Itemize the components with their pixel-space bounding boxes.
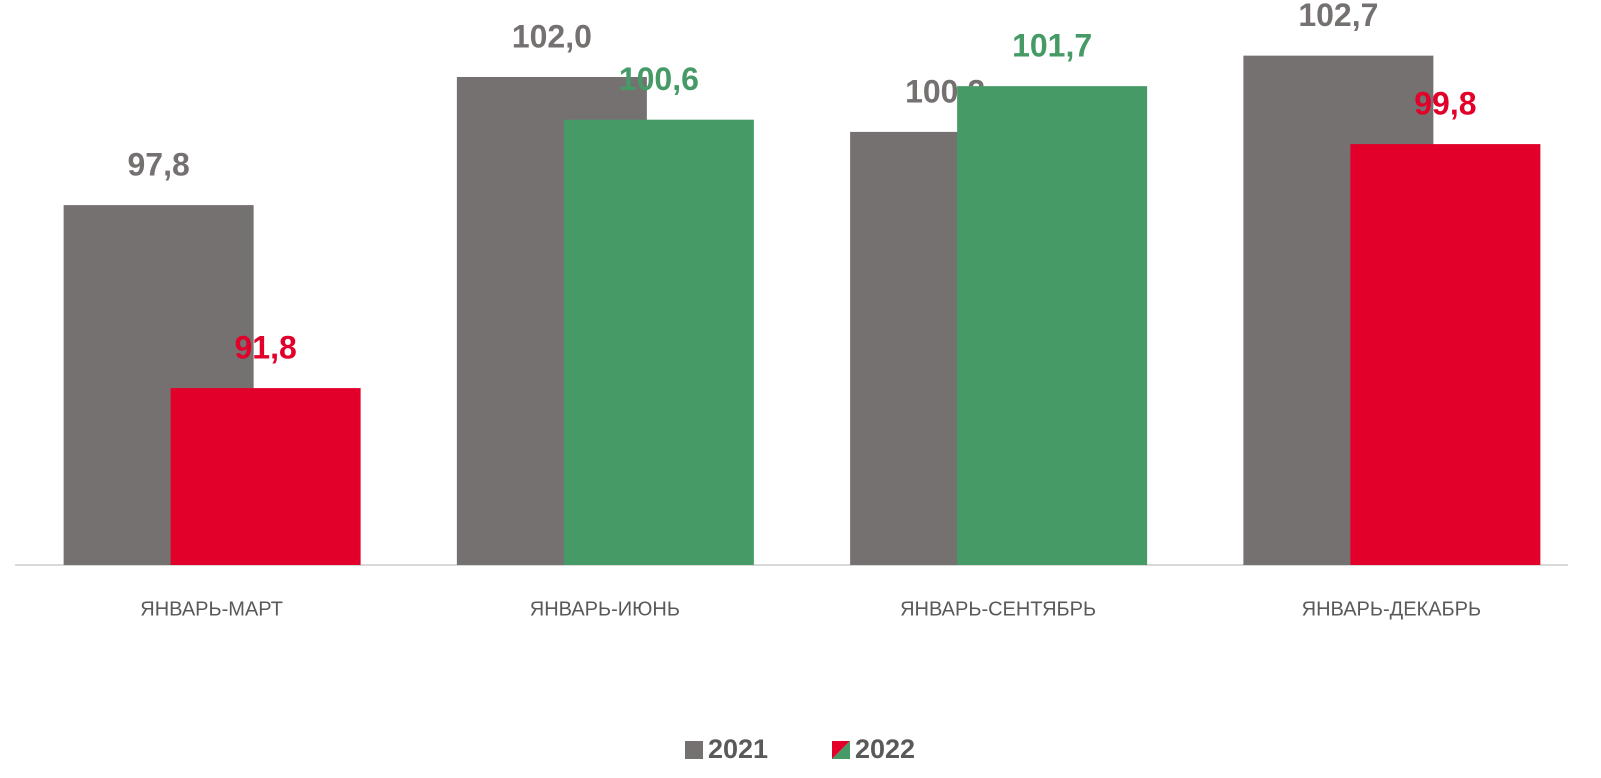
data-label: 99,8 [1414,86,1476,122]
x-tick-label: ЯНВАРЬ-ИЮНЬ [530,598,680,620]
bar [563,119,754,565]
x-tick-label: ЯНВАРЬ-СЕНТЯБРЬ [900,598,1096,620]
x-tick-label: ЯНВАРЬ-МАРТ [140,598,283,620]
data-label: 97,8 [127,147,189,183]
legend-label: 2022 [855,734,915,764]
data-label: 100,6 [619,61,699,97]
legend-label: 2021 [708,734,768,764]
data-label: 91,8 [234,330,296,366]
x-tick-label: ЯНВАРЬ-ДЕКАБРЬ [1302,598,1482,620]
legend-swatch [685,741,703,759]
bar [957,86,1148,566]
data-label: 102,0 [512,18,592,54]
legend-swatch [832,741,850,759]
bar [1350,144,1541,565]
data-label: 101,7 [1012,28,1092,64]
data-label: 102,7 [1298,0,1378,33]
bar [170,388,361,565]
